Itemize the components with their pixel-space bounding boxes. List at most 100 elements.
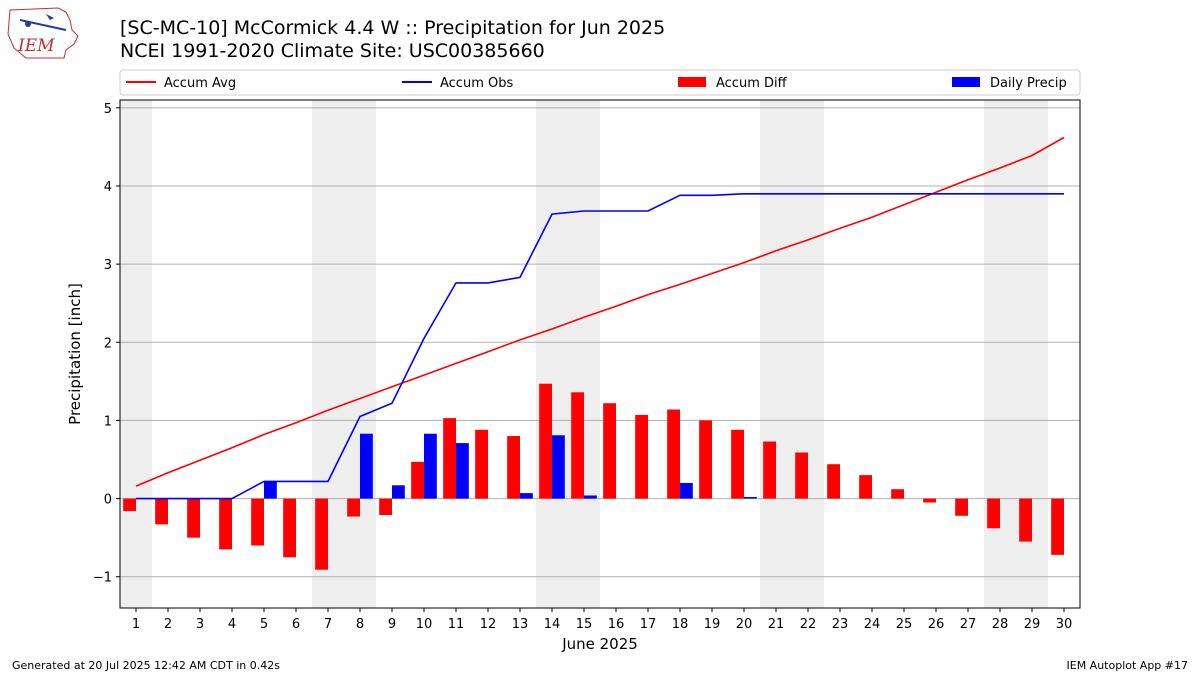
accum-diff-bar (763, 441, 776, 499)
legend-label: Accum Diff (716, 76, 788, 91)
legend: Accum Avg Accum Obs Accum Diff Daily Precip (119, 69, 1081, 96)
x-tick-label: 15 (576, 617, 593, 632)
bars (123, 383, 1064, 570)
weekend-band (760, 100, 792, 608)
accum-diff-bar (507, 436, 520, 499)
series-lines (135, 136, 1065, 500)
accum-diff-bar (635, 414, 648, 499)
accum-diff-bar (603, 403, 616, 499)
x-tick-label: 25 (896, 617, 913, 632)
weekend-band (792, 100, 824, 608)
accum-diff-bar (699, 420, 712, 499)
x-tick-label: 26 (928, 617, 945, 632)
x-tick-label: 23 (832, 617, 849, 632)
x-tick-label: 17 (640, 617, 657, 632)
legend-swatch (952, 77, 980, 87)
y-tick-label: 0 (104, 493, 112, 508)
weekend-band (984, 100, 1016, 608)
svg-text:IEM: IEM (17, 36, 55, 56)
x-tick-label: 16 (608, 617, 625, 632)
weekend-shading (120, 100, 1048, 608)
x-tick-label: 13 (512, 617, 529, 632)
accum-diff-bar (347, 498, 360, 517)
x-tick-label: 9 (388, 617, 396, 632)
weekend-band (568, 100, 600, 608)
x-tick-label: 20 (736, 617, 753, 632)
accum-diff-bar (955, 498, 968, 516)
x-tick-label: 29 (1024, 617, 1041, 632)
accum-diff-bar (411, 461, 424, 499)
y-tick-label: 5 (104, 102, 112, 117)
accum-diff-bar (1051, 498, 1064, 555)
x-tick-label: 1 (132, 617, 140, 632)
generated-timestamp: Generated at 20 Jul 2025 12:42 AM CDT in… (12, 659, 280, 672)
x-tick-label: 28 (992, 617, 1009, 632)
x-tick-label: 18 (672, 617, 689, 632)
y-axis: −1 0 1 2 3 4 5 (93, 102, 120, 586)
accum-diff-bar (187, 498, 200, 538)
x-tick-label: 10 (416, 617, 433, 632)
accum-diff-bar (571, 392, 584, 499)
app-credit: IEM Autoplot App #17 (1066, 659, 1189, 672)
daily-precip-bar (360, 433, 373, 499)
chart-subtitle: NCEI 1991-2020 Climate Site: USC00385660 (120, 40, 545, 62)
daily-precip-bar (744, 497, 757, 499)
legend-label: Daily Precip (990, 76, 1067, 91)
daily-precip-bar (456, 443, 469, 499)
gridlines (120, 107, 1080, 578)
legend-label: Accum Avg (164, 76, 236, 91)
x-tick-label: 14 (544, 617, 561, 632)
accum-diff-bar (1019, 498, 1032, 542)
accum-diff-bar (219, 498, 232, 550)
y-tick-label: −1 (93, 571, 112, 586)
x-axis-label: June 2025 (561, 635, 638, 653)
accum-diff-bar (443, 418, 456, 499)
accum-diff-bar (987, 498, 1000, 529)
accum-diff-bar (859, 475, 872, 499)
y-tick-label: 1 (104, 414, 112, 429)
daily-precip-bar (520, 493, 533, 499)
legend-label: Accum Obs (440, 76, 513, 91)
weekend-band (536, 100, 568, 608)
x-tick-label: 12 (480, 617, 497, 632)
accum-diff-bar (123, 498, 136, 512)
x-tick-label: 4 (228, 617, 236, 632)
legend-frame (119, 69, 1081, 96)
daily-precip-bar (680, 482, 693, 499)
x-tick-label: 8 (356, 617, 364, 632)
x-tick-label: 19 (704, 617, 721, 632)
accum-diff-bar (475, 429, 488, 499)
legend-swatch (678, 77, 706, 87)
x-tick-label: 7 (324, 617, 332, 632)
x-tick-label: 24 (864, 617, 881, 632)
accum-obs-line (136, 193, 1064, 500)
x-tick-label: 22 (800, 617, 817, 632)
accum-diff-bar (923, 498, 936, 503)
weekend-band (120, 100, 152, 608)
iem-logo: IEM (7, 7, 79, 59)
daily-precip-bar (584, 495, 597, 499)
chart-title: [SC-MC-10] McCormick 4.4 W :: Precipitat… (120, 17, 666, 39)
x-tick-label: 6 (292, 617, 300, 632)
x-tick-label: 2 (164, 617, 172, 632)
accum-avg-line (135, 136, 1065, 487)
accum-diff-bar (731, 429, 744, 499)
accum-diff-bar (827, 464, 840, 499)
x-tick-label: 27 (960, 617, 977, 632)
plot-frame (119, 99, 1081, 609)
daily-precip-bar (392, 485, 405, 499)
accum-diff-bar (539, 383, 552, 499)
x-tick-label: 21 (768, 617, 785, 632)
daily-precip-bar (264, 481, 277, 499)
x-axis: 1 2 3 4 5 6 7 8 9 10 11 12 13 14 15 16 17 18 19 20 21 22 23 24 2… (132, 608, 1072, 632)
accum-diff-bar (667, 409, 680, 499)
accum-diff-bar (155, 498, 168, 525)
x-tick-label: 11 (448, 617, 465, 632)
accum-diff-bar (891, 489, 904, 499)
accum-diff-bar (795, 452, 808, 499)
y-tick-label: 4 (104, 180, 112, 195)
x-tick-label: 30 (1056, 617, 1073, 632)
accum-diff-bar (315, 498, 328, 570)
x-tick-label: 3 (196, 617, 204, 632)
